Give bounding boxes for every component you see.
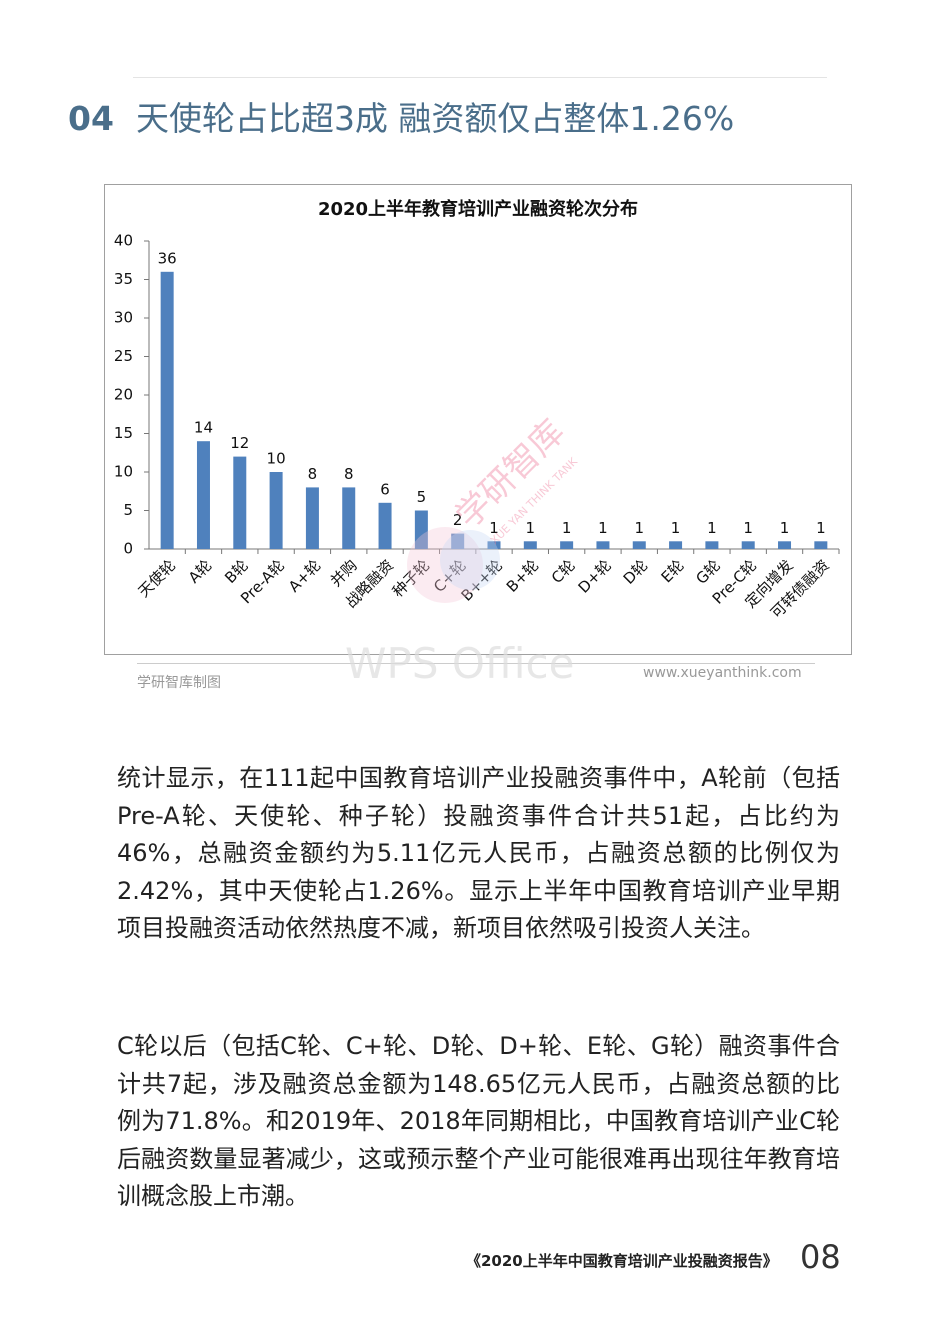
x-tick-label: B++轮 (458, 556, 506, 604)
x-tick-label: A轮 (185, 556, 216, 587)
data-label: 10 (267, 450, 286, 468)
y-tick-label: 10 (114, 463, 133, 481)
data-label: 2 (453, 511, 463, 529)
data-label: 1 (780, 519, 790, 537)
data-label: 1 (489, 519, 499, 537)
x-tick-label: E轮 (658, 556, 688, 586)
bar (160, 271, 174, 549)
report-title: 《2020上半年中国教育培训产业投融资报告》 (466, 1252, 778, 1270)
paragraph: 统计显示，在111起中国教育培训产业投融资事件中，A轮前（包括Pre-A轮、天使… (117, 764, 840, 942)
chart: 2020上半年教育培训产业融资轮次分布 0510152025303540天使轮3… (114, 198, 840, 622)
divider (137, 663, 815, 664)
bar (741, 541, 755, 549)
bar (305, 487, 319, 549)
data-label: 1 (671, 519, 681, 537)
data-label: 8 (308, 465, 318, 483)
y-tick-label: 5 (123, 501, 133, 519)
data-label: 1 (707, 519, 717, 537)
website: www.xueyanthink.com (643, 665, 802, 681)
chart-title: 2020上半年教育培训产业融资轮次分布 (318, 198, 638, 220)
x-tick-label: 种子轮 (389, 556, 434, 601)
x-tick-label: D+轮 (575, 556, 615, 596)
bar (705, 541, 719, 549)
y-tick-label: 35 (114, 270, 133, 288)
bar (414, 510, 428, 549)
bar (451, 533, 465, 549)
source-note: 学研智库制图 (137, 675, 221, 691)
data-label: 1 (816, 519, 826, 537)
heading: 04 天使轮占比超3成 融资额仅占整体1.26% (68, 92, 734, 140)
x-tick-label: 天使轮 (135, 556, 180, 601)
bar (342, 487, 356, 549)
chart-frame: 2020上半年教育培训产业融资轮次分布 0 5 10 15 20 25 30 35 40 天使轮 3… (104, 184, 852, 655)
y-tick-label: 40 (114, 232, 133, 250)
x-tick-label: A+轮 (285, 556, 324, 595)
bar (487, 541, 501, 549)
bar (269, 472, 283, 549)
data-label: 1 (598, 519, 608, 537)
x-tick-label: B轮 (221, 556, 252, 587)
section-title: 天使轮占比超3成 融资额仅占整体1.26% (135, 99, 735, 138)
data-label: 14 (194, 419, 213, 437)
data-label: 5 (417, 488, 427, 506)
y-tick-label: 15 (114, 424, 133, 442)
bar (196, 441, 210, 549)
bar (596, 541, 610, 549)
x-tick-label: B+轮 (503, 556, 542, 595)
data-label: 12 (230, 434, 249, 452)
section-number: 04 (68, 99, 114, 138)
bar (669, 541, 683, 549)
bar (378, 502, 392, 549)
data-label: 36 (158, 249, 177, 267)
data-label: 1 (634, 519, 644, 537)
y-tick-label: 30 (114, 309, 133, 327)
data-label: 1 (743, 519, 753, 537)
x-tick-label: G轮 (692, 556, 724, 588)
paragraph: C轮以后（包括C轮、C+轮、D轮、D+轮、E轮、G轮）融资事件合计共7起，涉及融… (117, 1032, 840, 1210)
bar (814, 541, 828, 549)
bar (560, 541, 574, 549)
bar (632, 541, 646, 549)
y-tick-label: 0 (123, 540, 133, 558)
data-label: 8 (344, 465, 354, 483)
y-tick-label: 20 (114, 386, 133, 404)
data-label: 6 (380, 480, 390, 498)
bar (523, 541, 537, 549)
x-tick-label: C轮 (548, 556, 579, 587)
data-label: 1 (562, 519, 572, 537)
page-number: 08 (800, 1238, 841, 1276)
x-tick-label: D轮 (620, 556, 652, 588)
y-tick-label: 25 (114, 347, 133, 365)
bar (778, 541, 792, 549)
data-label: 1 (526, 519, 536, 537)
divider (133, 77, 827, 78)
bar (233, 456, 247, 549)
